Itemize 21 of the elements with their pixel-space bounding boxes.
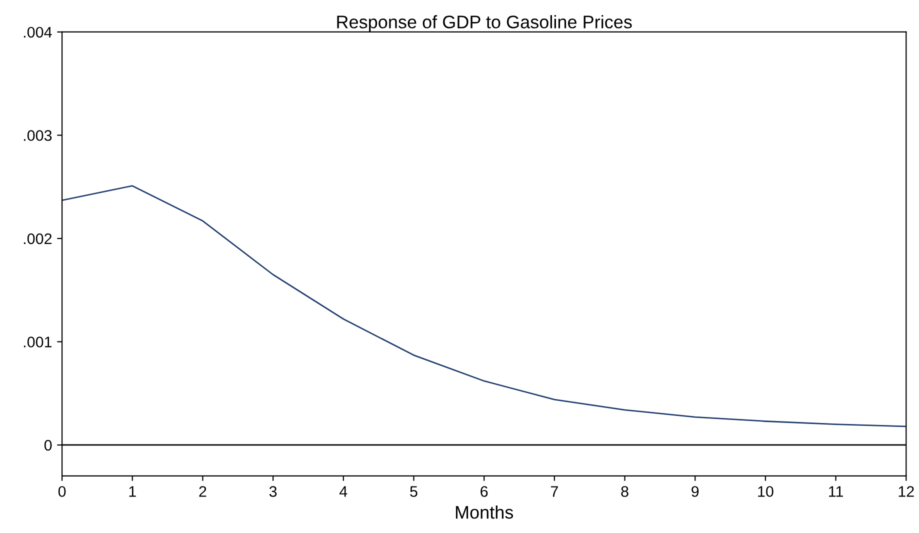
line-series	[62, 185, 906, 428]
x-tick-label: 4	[340, 486, 348, 497]
y-tick-label: .002	[24, 233, 52, 244]
chart-title: Response of GDP to Gasoline Prices	[337, 15, 632, 32]
x-tick-label: 11	[829, 486, 843, 497]
x-tick-label: 8	[621, 486, 628, 497]
x-tick-label: 6	[480, 486, 488, 497]
x-tick-label: 0	[58, 486, 66, 497]
y-tick-label: 0	[44, 440, 52, 451]
y-tick-label: .001	[24, 336, 52, 348]
x-tick-label: 10	[758, 486, 774, 497]
y-tick-label: .004	[24, 26, 52, 38]
x-tick-label: 12	[898, 486, 914, 497]
x-tick-label: 9	[692, 486, 699, 497]
y-tick-label: .003	[24, 130, 52, 141]
x-tick-label: 2	[199, 486, 206, 497]
x-tick-label: 7	[550, 486, 558, 497]
x-tick-label: 1	[129, 486, 136, 497]
x-tick-label: 5	[410, 486, 418, 497]
x-tick-label: 3	[269, 486, 277, 497]
x-axis-title: Months	[456, 505, 514, 519]
